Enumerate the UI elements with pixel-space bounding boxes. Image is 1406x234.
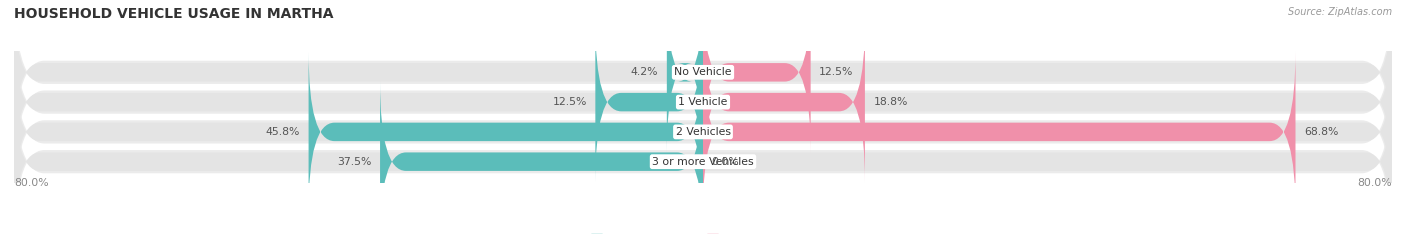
FancyBboxPatch shape [595,22,703,182]
FancyBboxPatch shape [703,22,865,182]
Text: Source: ZipAtlas.com: Source: ZipAtlas.com [1288,7,1392,17]
Text: 80.0%: 80.0% [14,178,49,188]
Text: 45.8%: 45.8% [266,127,299,137]
Text: 18.8%: 18.8% [873,97,908,107]
FancyBboxPatch shape [308,52,703,212]
FancyBboxPatch shape [703,0,811,152]
FancyBboxPatch shape [703,52,1295,212]
Text: 0.0%: 0.0% [711,157,740,167]
FancyBboxPatch shape [380,82,703,234]
FancyBboxPatch shape [14,39,1392,224]
FancyBboxPatch shape [14,0,1392,165]
FancyBboxPatch shape [14,22,1392,182]
FancyBboxPatch shape [14,82,1392,234]
FancyBboxPatch shape [14,52,1392,212]
FancyBboxPatch shape [14,69,1392,234]
Legend: Owner-occupied, Renter-occupied: Owner-occupied, Renter-occupied [586,230,820,234]
Text: 12.5%: 12.5% [820,67,853,77]
Text: 3 or more Vehicles: 3 or more Vehicles [652,157,754,167]
Text: 37.5%: 37.5% [337,157,371,167]
Text: 2 Vehicles: 2 Vehicles [675,127,731,137]
Text: 68.8%: 68.8% [1305,127,1339,137]
Text: HOUSEHOLD VEHICLE USAGE IN MARTHA: HOUSEHOLD VEHICLE USAGE IN MARTHA [14,7,333,21]
FancyBboxPatch shape [14,10,1392,195]
Text: 1 Vehicle: 1 Vehicle [678,97,728,107]
Text: No Vehicle: No Vehicle [675,67,731,77]
Text: 4.2%: 4.2% [631,67,658,77]
Text: 80.0%: 80.0% [1357,178,1392,188]
Text: 12.5%: 12.5% [553,97,586,107]
FancyBboxPatch shape [666,0,703,152]
FancyBboxPatch shape [14,0,1392,152]
